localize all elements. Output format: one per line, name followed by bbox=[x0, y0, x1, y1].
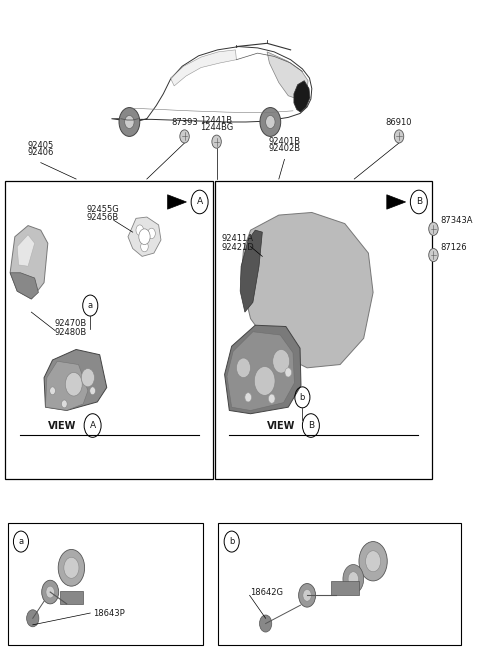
Polygon shape bbox=[128, 217, 161, 256]
Circle shape bbox=[125, 116, 134, 129]
Circle shape bbox=[180, 130, 189, 143]
Text: 18643P: 18643P bbox=[93, 608, 124, 618]
Circle shape bbox=[141, 241, 148, 252]
Polygon shape bbox=[17, 235, 35, 266]
Circle shape bbox=[65, 373, 82, 396]
Circle shape bbox=[260, 615, 272, 632]
Circle shape bbox=[429, 248, 438, 261]
Bar bbox=[5, 181, 213, 480]
Text: 87393: 87393 bbox=[171, 118, 198, 127]
Polygon shape bbox=[170, 50, 236, 86]
Bar bbox=[215, 181, 432, 480]
Circle shape bbox=[303, 589, 312, 601]
Circle shape bbox=[366, 551, 381, 572]
Text: 92405: 92405 bbox=[28, 141, 54, 150]
Polygon shape bbox=[241, 212, 373, 368]
Text: 87343A: 87343A bbox=[440, 216, 472, 225]
Text: a: a bbox=[18, 537, 24, 546]
Circle shape bbox=[285, 368, 291, 377]
Circle shape bbox=[148, 228, 156, 238]
Circle shape bbox=[343, 564, 364, 593]
Polygon shape bbox=[44, 350, 107, 411]
Circle shape bbox=[268, 394, 275, 403]
Text: A: A bbox=[90, 421, 96, 430]
Text: A: A bbox=[197, 198, 203, 206]
Text: 92402B: 92402B bbox=[268, 145, 300, 154]
Circle shape bbox=[299, 583, 315, 607]
Bar bbox=[8, 523, 204, 645]
Circle shape bbox=[90, 387, 96, 395]
Circle shape bbox=[260, 108, 281, 137]
Text: VIEW: VIEW bbox=[48, 420, 76, 430]
Text: VIEW: VIEW bbox=[267, 420, 295, 430]
Polygon shape bbox=[294, 81, 310, 112]
Text: b: b bbox=[300, 393, 305, 402]
Text: 92406: 92406 bbox=[27, 148, 54, 157]
Circle shape bbox=[58, 549, 84, 586]
Circle shape bbox=[265, 116, 275, 129]
Polygon shape bbox=[10, 273, 38, 299]
Text: 92411A: 92411A bbox=[221, 235, 253, 243]
Circle shape bbox=[50, 387, 55, 395]
Text: 86910: 86910 bbox=[386, 118, 412, 127]
Text: 87126: 87126 bbox=[440, 242, 467, 252]
Polygon shape bbox=[240, 230, 263, 312]
Polygon shape bbox=[10, 225, 48, 299]
Text: 92401B: 92401B bbox=[268, 137, 300, 147]
Text: b: b bbox=[229, 537, 234, 546]
Polygon shape bbox=[225, 325, 301, 414]
Circle shape bbox=[81, 369, 95, 387]
Polygon shape bbox=[387, 194, 406, 209]
Polygon shape bbox=[168, 194, 186, 209]
Text: a: a bbox=[88, 301, 93, 310]
Text: 92480B: 92480B bbox=[55, 328, 87, 337]
Text: 92470B: 92470B bbox=[55, 319, 87, 328]
Bar bbox=[60, 591, 83, 604]
Circle shape bbox=[429, 222, 438, 235]
Polygon shape bbox=[46, 361, 88, 411]
Polygon shape bbox=[267, 52, 308, 99]
Text: 12441B: 12441B bbox=[201, 116, 233, 125]
Text: B: B bbox=[416, 198, 422, 206]
Bar bbox=[218, 523, 461, 645]
Circle shape bbox=[46, 586, 54, 598]
Text: 1244BG: 1244BG bbox=[200, 124, 233, 133]
Text: 18642G: 18642G bbox=[251, 587, 284, 597]
Circle shape bbox=[119, 108, 140, 137]
Circle shape bbox=[212, 135, 221, 148]
Circle shape bbox=[273, 350, 289, 373]
Circle shape bbox=[26, 610, 39, 627]
Circle shape bbox=[236, 358, 251, 378]
Text: 92456B: 92456B bbox=[86, 214, 119, 222]
Text: 92455G: 92455G bbox=[86, 205, 119, 214]
Circle shape bbox=[136, 225, 144, 235]
Circle shape bbox=[42, 580, 59, 604]
Text: B: B bbox=[308, 421, 314, 430]
Circle shape bbox=[64, 557, 79, 578]
Circle shape bbox=[348, 572, 359, 586]
Circle shape bbox=[359, 541, 387, 581]
Polygon shape bbox=[227, 332, 294, 411]
Circle shape bbox=[139, 229, 150, 244]
Circle shape bbox=[245, 393, 252, 402]
Circle shape bbox=[61, 400, 67, 408]
Circle shape bbox=[394, 130, 404, 143]
Circle shape bbox=[254, 367, 275, 396]
Bar bbox=[331, 581, 359, 595]
Text: 92421D: 92421D bbox=[221, 243, 254, 252]
